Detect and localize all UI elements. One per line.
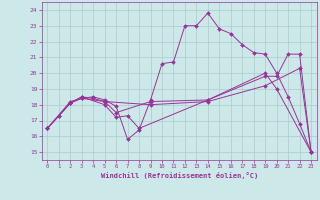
X-axis label: Windchill (Refroidissement éolien,°C): Windchill (Refroidissement éolien,°C) [100,172,258,179]
